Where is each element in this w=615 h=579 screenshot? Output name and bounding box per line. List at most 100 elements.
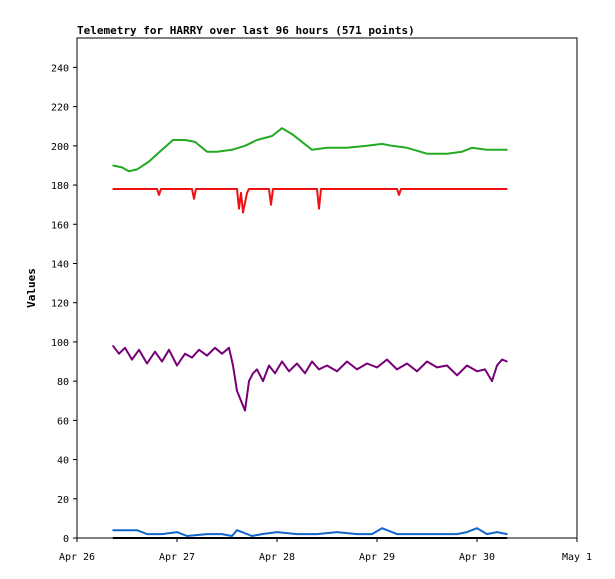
data-point: [271, 135, 273, 137]
data-point: [396, 368, 398, 371]
data-point: [496, 531, 498, 533]
data-point: [131, 358, 133, 361]
data-point: [476, 527, 478, 529]
data-point: [191, 188, 193, 190]
data-point: [471, 147, 473, 149]
data-point: [461, 150, 463, 153]
data-point: [466, 364, 468, 367]
data-point: [156, 188, 158, 190]
data-point: [148, 160, 150, 163]
data-point: [191, 356, 193, 359]
data-point: [484, 368, 486, 371]
data-point: [112, 164, 114, 167]
data-point: [311, 149, 313, 151]
data-point: [506, 533, 508, 535]
data-point: [476, 370, 478, 373]
data-point: [193, 198, 195, 200]
y-tick-label: 200: [51, 142, 69, 153]
x-tick-label: Apr 30: [459, 552, 495, 563]
data-point: [244, 145, 246, 147]
y-tick-label: 80: [57, 377, 69, 388]
data-point: [318, 368, 320, 371]
series-group: [112, 127, 508, 173]
data-point: [436, 366, 438, 369]
y-tick-label: 220: [51, 103, 69, 114]
data-point: [176, 531, 178, 533]
data-point: [486, 533, 488, 535]
data-point: [326, 147, 328, 149]
data-point: [456, 533, 458, 535]
data-point: [186, 535, 188, 537]
data-point: [176, 364, 178, 367]
data-point: [400, 188, 402, 190]
data-point: [296, 362, 298, 365]
data-point: [128, 170, 130, 173]
data-point: [246, 192, 248, 194]
data-point: [236, 529, 238, 531]
data-point: [252, 372, 254, 375]
data-point: [291, 133, 293, 135]
x-tick-label: Apr 29: [359, 552, 395, 563]
data-point: [491, 380, 493, 382]
data-point: [316, 533, 318, 535]
data-point: [501, 358, 503, 361]
data-point: [206, 150, 208, 153]
data-point: [240, 399, 242, 402]
data-point: [242, 211, 244, 214]
data-point: [318, 207, 320, 210]
data-point: [301, 141, 303, 143]
data-point: [274, 372, 276, 375]
data-point: [112, 529, 114, 531]
series-line: [113, 527, 508, 537]
y-tick-label: 160: [51, 220, 69, 231]
data-point: [381, 143, 383, 145]
y-tick-label: 180: [51, 181, 69, 192]
data-point: [248, 188, 250, 190]
series-line: [112, 127, 507, 173]
chart-title: Telemetry for HARRY over last 96 hours (…: [77, 24, 415, 37]
data-point: [288, 370, 290, 373]
y-tick-label: 20: [57, 495, 69, 506]
data-point: [136, 529, 138, 531]
y-tick-label: 140: [51, 259, 69, 270]
series-group: [112, 537, 508, 539]
data-point: [206, 354, 208, 357]
data-point: [221, 352, 223, 355]
data-point: [436, 533, 438, 535]
data-point: [426, 188, 428, 190]
data-point: [231, 535, 233, 537]
data-point: [126, 529, 128, 531]
y-tick-label: 40: [57, 456, 69, 467]
data-point: [391, 145, 393, 147]
data-point: [161, 533, 163, 535]
data-point: [136, 168, 138, 171]
y-tick-label: 60: [57, 416, 69, 427]
data-point: [124, 347, 126, 349]
data-point: [216, 150, 218, 153]
data-point: [416, 370, 418, 373]
data-point: [161, 149, 163, 151]
data-point: [241, 531, 243, 533]
data-point: [366, 145, 368, 147]
data-point: [244, 409, 246, 412]
x-tick-label: Apr 27: [159, 552, 195, 563]
data-point: [466, 531, 468, 533]
data-point: [216, 188, 218, 190]
data-point: [198, 349, 200, 351]
data-point: [112, 345, 114, 347]
data-point: [486, 149, 488, 151]
y-tick-label: 100: [51, 338, 69, 349]
data-point: [118, 352, 120, 355]
data-point: [251, 535, 253, 537]
data-point: [112, 537, 114, 539]
series-line: [112, 345, 508, 412]
data-point: [296, 533, 298, 535]
data-point: [446, 364, 448, 367]
data-point: [396, 188, 398, 190]
data-point: [304, 372, 306, 375]
x-tick-label: Apr 28: [259, 552, 295, 563]
data-point: [256, 139, 258, 141]
data-point: [506, 149, 508, 151]
data-point: [268, 188, 270, 190]
